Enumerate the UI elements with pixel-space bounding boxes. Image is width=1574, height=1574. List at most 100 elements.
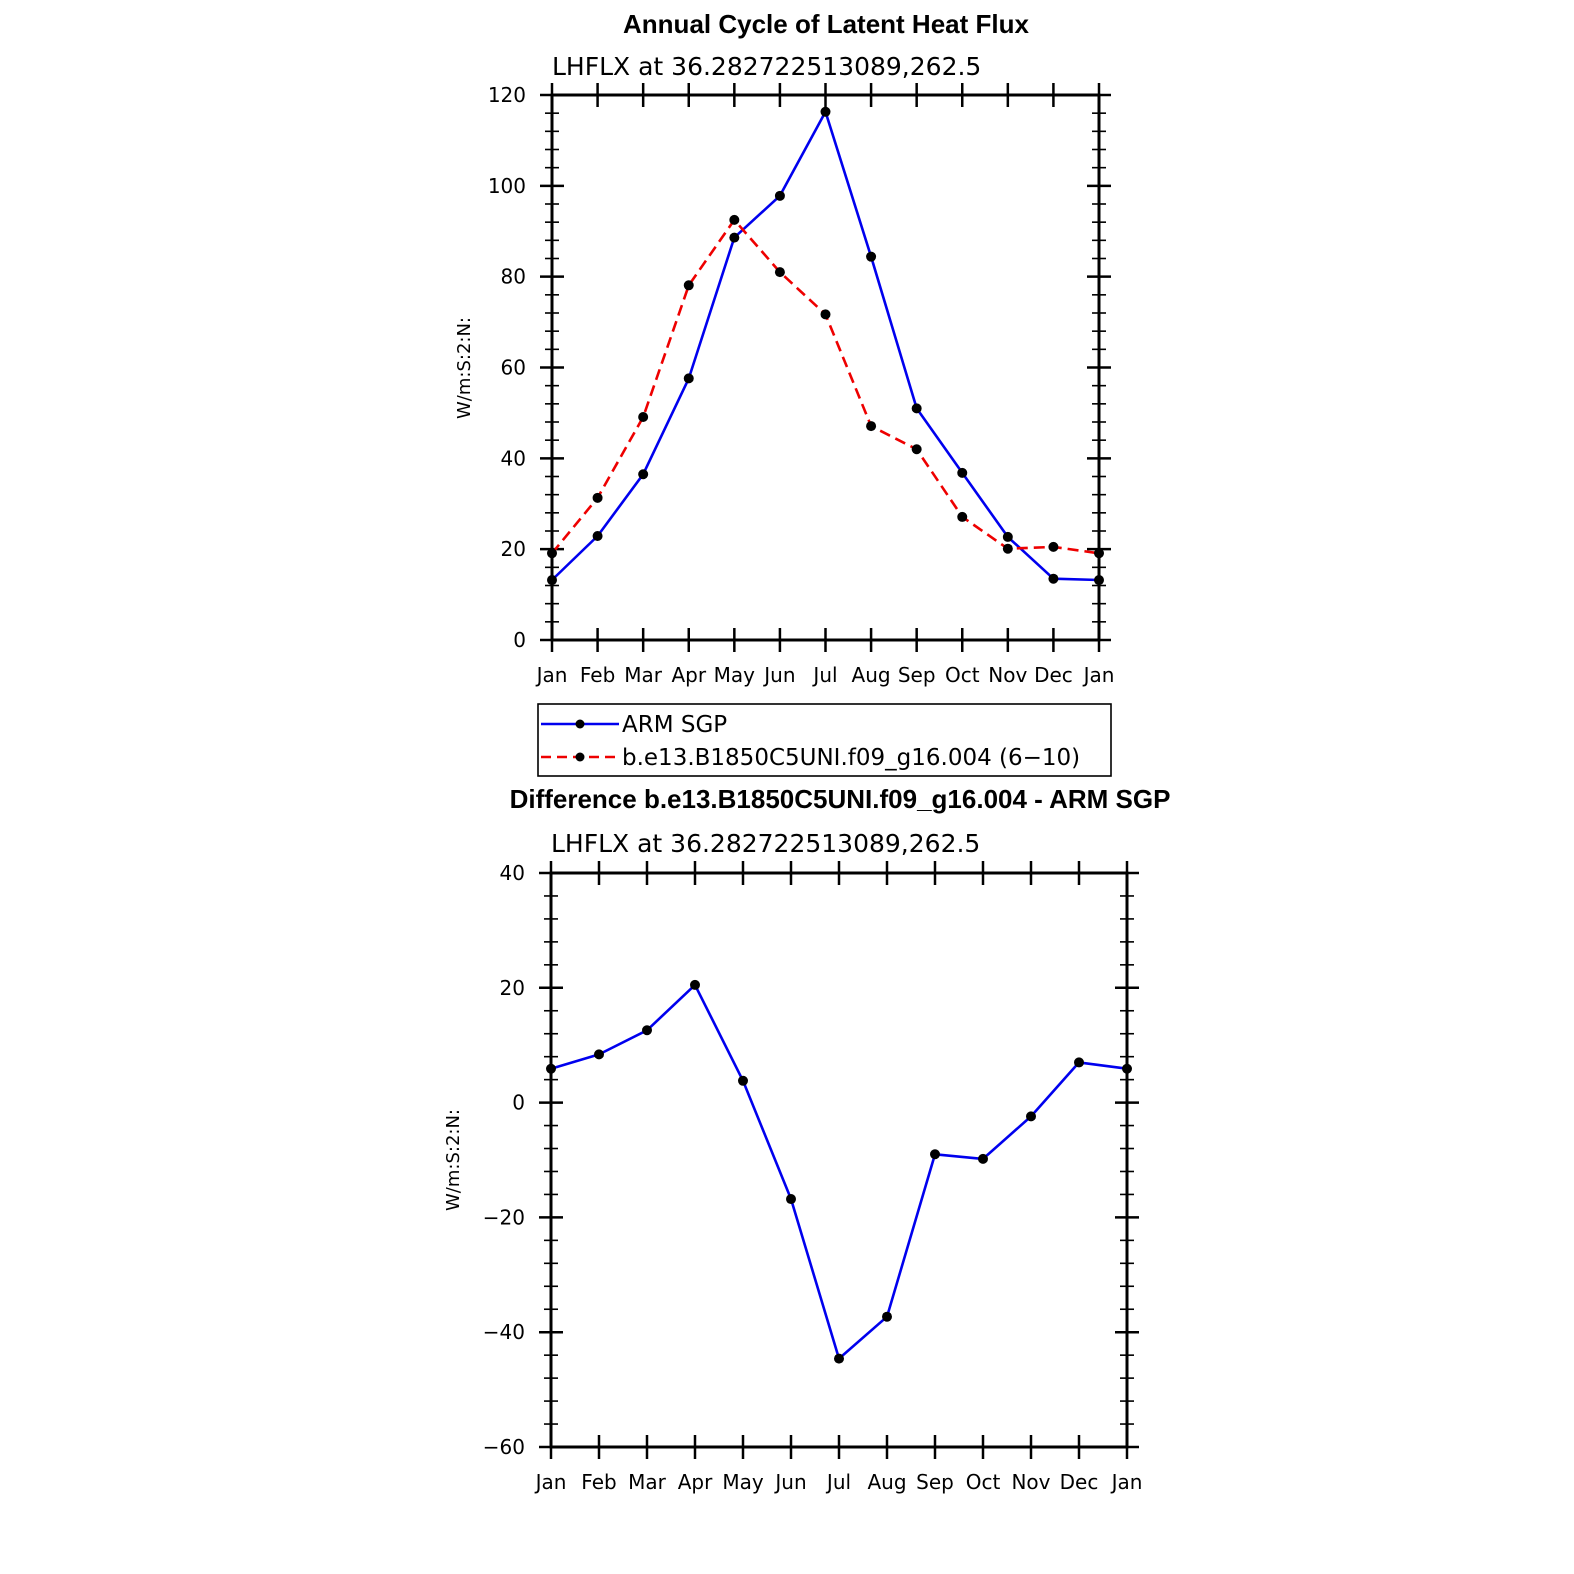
- bottom-plot-frame: [549, 871, 1129, 1449]
- bottom-series-0-point: [1026, 1111, 1036, 1122]
- bottom-series-0-point: [594, 1049, 604, 1060]
- bottom-x-tick-label: Sep: [916, 1470, 954, 1494]
- top-y-tick-label: 80: [501, 265, 526, 289]
- bottom-series-0-point: [930, 1149, 940, 1160]
- top-series-line-1: [550, 218, 1100, 555]
- bottom-series-0-point: [738, 1075, 748, 1086]
- bottom-series-0-point: [642, 1025, 652, 1036]
- bottom-chart-title: Difference b.e13.B1850C5UNI.f09_g16.004 …: [510, 784, 1171, 814]
- bottom-x-tick-label: Mar: [628, 1470, 667, 1494]
- bottom-series-lines: [550, 983, 1128, 1360]
- bottom-y-tick-label: −20: [483, 1205, 525, 1229]
- bottom-series-0-point: [786, 1194, 796, 1205]
- top-y-tick-label: 20: [501, 537, 526, 561]
- bottom-series-0-point: [1074, 1057, 1084, 1068]
- bottom-x-tick-label: Dec: [1060, 1470, 1099, 1494]
- top-x-tick-label: Sep: [898, 663, 936, 687]
- top-series-1-point: [911, 444, 922, 455]
- bottom-x-tick-label: Apr: [678, 1470, 713, 1494]
- legend-arm-sgp-label: ARM SGP: [622, 712, 727, 738]
- bottom-y-tick-label: 0: [512, 1091, 525, 1115]
- bottom-x-tick-labels: Jan Feb Mar Apr May Jun Jul Aug Sep Oct Nov Dec Jan: [534, 1470, 1143, 1494]
- top-x-tick-label: Apr: [671, 663, 706, 687]
- top-series-1-point: [592, 492, 603, 503]
- top-series-1-point: [866, 421, 877, 432]
- top-x-tick-label: Jan: [1082, 663, 1115, 687]
- top-axis-ticks: [540, 83, 1111, 652]
- top-y-tick-labels: 0 20 40 60 80 100 120: [488, 83, 526, 652]
- top-series-0-point: [820, 106, 831, 117]
- top-series-0-point: [866, 251, 877, 262]
- top-series-lines: [550, 110, 1100, 582]
- top-x-tick-labels: Jan Feb Mar Apr May Jun Jul Aug Sep Oct Nov Dec Jan: [535, 663, 1115, 687]
- bottom-series-0-point: [834, 1353, 844, 1364]
- legend-model-label: b.e13.B1850C5UNI.f09_g16.004 (6−10): [622, 745, 1080, 771]
- top-y-tick-label: 40: [501, 446, 526, 470]
- top-series-1-point: [774, 267, 785, 278]
- top-series-1-point: [1048, 541, 1059, 552]
- top-x-tick-label: Oct: [945, 663, 980, 687]
- bottom-y-tick-label: 40: [500, 861, 525, 885]
- top-x-tick-label: Nov: [988, 663, 1027, 687]
- bottom-x-tick-label: May: [722, 1470, 764, 1494]
- top-plot-frame: [550, 93, 1101, 642]
- top-series-0-point: [638, 469, 649, 480]
- bottom-series-points: [546, 979, 1132, 1364]
- top-series-0-point: [911, 403, 922, 414]
- top-series-0-point: [774, 190, 785, 201]
- top-x-tick-label: Aug: [852, 663, 891, 687]
- bottom-x-tick-label: Nov: [1011, 1470, 1050, 1494]
- top-x-tick-label: Mar: [624, 663, 663, 687]
- bottom-x-tick-label: Oct: [966, 1470, 1001, 1494]
- top-series-1-point: [638, 412, 649, 423]
- top-series-0-point: [592, 530, 603, 541]
- bottom-y-tick-label: −40: [483, 1320, 525, 1344]
- top-chart-subtitle: LHFLX at 36.282722513089,262.5: [552, 52, 981, 81]
- top-x-tick-label: May: [714, 663, 756, 687]
- legend-arm-sgp-marker: [575, 719, 585, 729]
- difference-panel: Difference b.e13.B1850C5UNI.f09_g16.004 …: [443, 784, 1170, 1494]
- top-x-tick-label: Dec: [1034, 663, 1073, 687]
- bottom-axis-ticks: [539, 861, 1139, 1459]
- bottom-x-tick-label: Jan: [534, 1470, 567, 1494]
- bottom-x-tick-label: Feb: [581, 1470, 616, 1494]
- top-series-1-point: [683, 280, 694, 291]
- top-series-0-point: [729, 232, 740, 243]
- top-y-tick-label: 100: [488, 174, 526, 198]
- top-y-axis-label: W/m:S:2:N:: [454, 317, 475, 419]
- top-x-tick-label: Jan: [535, 663, 568, 687]
- bottom-x-tick-label: Jul: [825, 1470, 851, 1494]
- bottom-series-0-point: [882, 1311, 892, 1322]
- top-series-0-point: [957, 467, 968, 478]
- bottom-x-tick-label: Jun: [773, 1470, 806, 1494]
- top-series-0-point: [1002, 531, 1013, 542]
- top-y-tick-label: 60: [501, 356, 526, 380]
- annual-cycle-panel: Annual Cycle of Latent Heat Flux LHFLX a…: [454, 9, 1115, 777]
- bottom-chart-subtitle: LHFLX at 36.282722513089,262.5: [551, 829, 980, 858]
- top-series-1-point: [1002, 543, 1013, 554]
- bottom-series-0-point: [978, 1153, 988, 1164]
- top-series-0-point: [1048, 573, 1059, 584]
- bottom-series-line-0: [550, 983, 1128, 1360]
- top-x-tick-label: Jun: [762, 663, 795, 687]
- bottom-x-tick-label: Aug: [867, 1470, 906, 1494]
- top-series-1-point: [957, 511, 968, 522]
- bottom-y-tick-label: −60: [483, 1435, 525, 1459]
- top-y-tick-label: 120: [488, 83, 526, 107]
- top-series-points: [547, 106, 1104, 586]
- legend-box: [537, 703, 1112, 777]
- bottom-y-tick-label: 20: [500, 976, 525, 1000]
- bottom-x-tick-label: Jan: [1110, 1470, 1143, 1494]
- legend: ARM SGP b.e13.B1850C5UNI.f09_g16.004 (6−…: [537, 703, 1112, 777]
- bottom-y-tick-labels: −60 −40 −20 0 20 40: [483, 861, 525, 1459]
- legend-model-marker: [575, 752, 585, 762]
- top-series-1-point: [820, 309, 831, 320]
- top-chart-title: Annual Cycle of Latent Heat Flux: [623, 9, 1029, 39]
- top-x-tick-label: Feb: [580, 663, 615, 687]
- top-series-line-0: [551, 110, 1100, 582]
- top-series-1-point: [729, 214, 740, 225]
- top-x-tick-label: Jul: [811, 663, 837, 687]
- bottom-series-0-point: [690, 979, 700, 990]
- top-y-tick-label: 0: [513, 628, 526, 652]
